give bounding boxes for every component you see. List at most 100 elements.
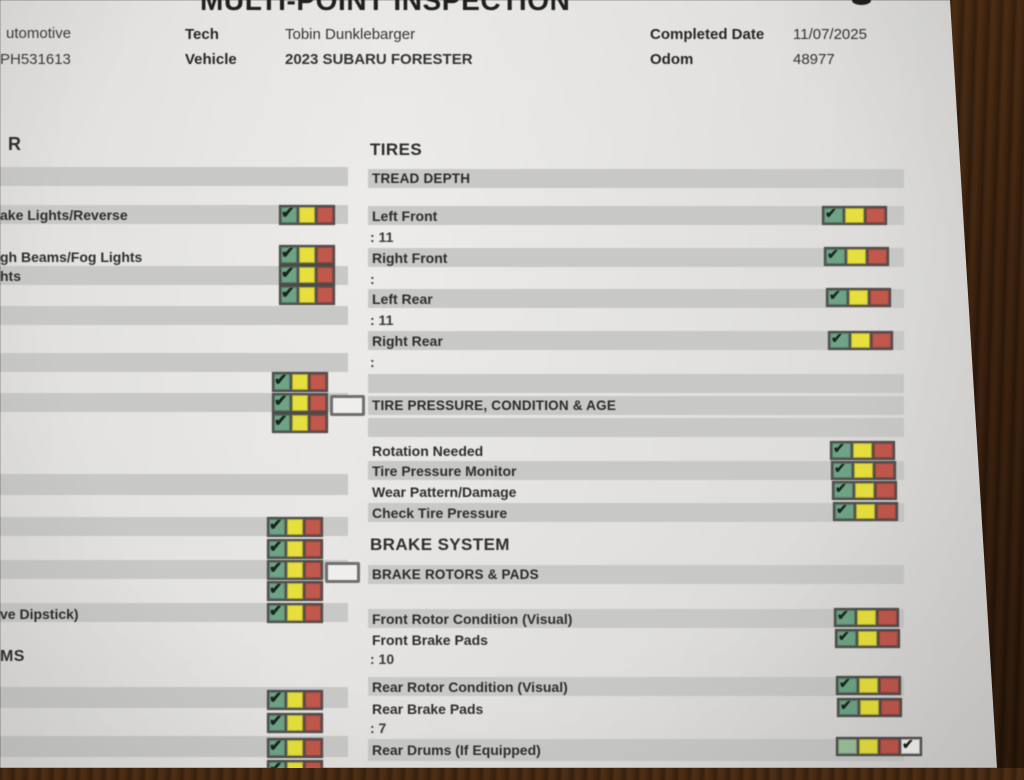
vehicle-value: 2023 SUBARU FORESTER xyxy=(285,51,473,68)
status-indicator-na xyxy=(836,736,922,756)
green-box-checked xyxy=(835,501,854,519)
completed-date-label: Completed Date xyxy=(650,26,765,43)
yellow-box xyxy=(858,631,877,646)
green-box xyxy=(838,739,857,754)
yellow-box xyxy=(849,290,868,305)
row-stripe xyxy=(368,503,904,522)
red-box xyxy=(317,207,333,223)
green-box-checked xyxy=(833,460,852,478)
brake-system-heading: BRAKE SYSTEM xyxy=(370,535,510,554)
row-label: Left Rear xyxy=(372,291,433,307)
green-box-checked xyxy=(281,283,297,303)
yellow-box xyxy=(292,415,308,431)
row-label: Tire Pressure Monitor xyxy=(372,463,517,479)
green-box-checked xyxy=(838,675,857,693)
yellow-box xyxy=(855,483,874,498)
yellow-box xyxy=(856,504,875,519)
page-title: MULTI-POINT INSPECTION xyxy=(200,0,571,16)
yellow-box xyxy=(853,443,872,458)
status-indicator xyxy=(828,330,893,350)
tech-value: Tobin Dunklebarger xyxy=(285,26,416,43)
row-label: Rotation Needed xyxy=(372,443,484,459)
brake-rotors-heading: BRAKE ROTORS & PADS xyxy=(372,567,539,582)
status-indicator xyxy=(267,758,323,768)
odom-value: 48977 xyxy=(793,51,835,68)
row-stripe xyxy=(368,677,904,696)
yellow-box xyxy=(287,740,303,756)
row-label-fragment: hts xyxy=(0,268,21,284)
row-stripe xyxy=(0,205,348,224)
status-indicator xyxy=(822,205,887,225)
row-value: : xyxy=(370,271,375,287)
red-box xyxy=(872,333,891,348)
row-value: : 11 xyxy=(370,229,394,245)
tire-pressure-heading: TIRE PRESSURE, CONDITION & AGE xyxy=(372,398,617,413)
tires-heading: TIRES xyxy=(370,140,423,159)
row-label: Front Brake Pads xyxy=(372,632,488,648)
status-indicator xyxy=(833,501,898,521)
row-stripe xyxy=(0,560,348,579)
row-label: Left Front xyxy=(372,208,438,224)
red-box xyxy=(868,249,887,264)
green-box-checked xyxy=(274,411,290,431)
row-stripe xyxy=(368,248,904,267)
row-stripe xyxy=(0,306,348,325)
na-checkbox xyxy=(330,395,365,416)
red-box xyxy=(305,715,321,731)
section-bar xyxy=(368,396,904,415)
yellow-box xyxy=(292,374,308,390)
yellow-box xyxy=(287,692,303,708)
green-box-checked xyxy=(269,537,285,557)
row-stripe xyxy=(368,418,904,437)
status-indicator xyxy=(267,688,323,710)
red-box xyxy=(310,374,326,390)
completed-date-value: 11/07/2025 xyxy=(793,26,867,43)
status-indicator xyxy=(279,283,335,305)
status-indicator xyxy=(267,537,323,559)
status-indicator xyxy=(830,440,895,460)
red-box xyxy=(305,583,321,599)
row-stripe xyxy=(368,331,904,350)
green-box-checked xyxy=(269,579,285,599)
na-box-checked xyxy=(901,736,920,754)
yellow-box xyxy=(287,562,303,578)
row-stripe xyxy=(368,206,904,225)
logo-fragment-icon xyxy=(852,0,871,5)
green-box-checked xyxy=(832,440,851,458)
yellow-box xyxy=(847,249,866,264)
yellow-box xyxy=(854,463,873,478)
row-stripe xyxy=(0,603,348,622)
status-indicator xyxy=(837,697,902,717)
red-box xyxy=(310,415,326,431)
row-stripe xyxy=(0,167,348,186)
green-box-checked xyxy=(281,203,297,223)
odom-label: Odom xyxy=(650,51,694,68)
row-stripe xyxy=(0,393,348,412)
red-box xyxy=(879,631,898,646)
row-label: Wear Pattern/Damage xyxy=(372,484,517,500)
row-stripe xyxy=(368,609,904,628)
red-box xyxy=(878,610,897,625)
red-box xyxy=(317,267,333,283)
yellow-box xyxy=(287,541,303,557)
red-box xyxy=(876,483,895,498)
row-stripe xyxy=(0,474,348,495)
row-value: : xyxy=(370,354,375,370)
red-box xyxy=(305,740,321,756)
green-box-checked xyxy=(834,480,853,498)
red-box xyxy=(881,700,900,715)
status-indicator xyxy=(831,460,896,480)
green-box-checked xyxy=(269,758,285,768)
status-indicator xyxy=(267,558,323,580)
status-indicator xyxy=(267,736,323,758)
green-box-checked xyxy=(828,287,847,305)
red-box xyxy=(305,562,321,578)
red-box xyxy=(305,605,321,621)
yellow-box xyxy=(287,605,303,621)
row-label: Rear Brake Pads xyxy=(372,701,484,717)
row-stripe xyxy=(368,461,904,480)
row-label: Front Rotor Condition (Visual) xyxy=(372,611,573,627)
status-indicator xyxy=(272,391,328,413)
red-box xyxy=(870,290,889,305)
green-box-checked xyxy=(837,628,856,646)
